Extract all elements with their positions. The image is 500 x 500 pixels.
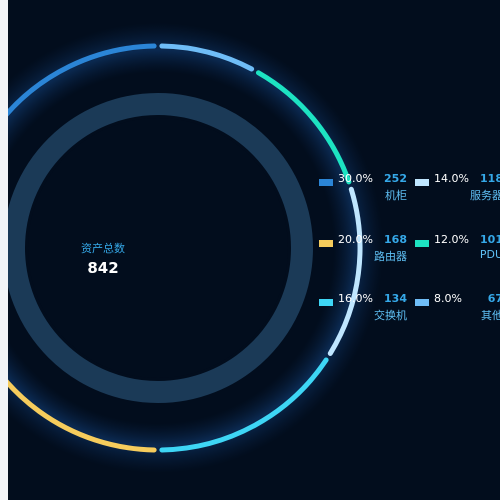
legend-swatch [319, 179, 333, 186]
legend-value: 168 [384, 233, 407, 246]
legend-item-server[interactable]: 14.0% 118 服务器 [415, 172, 500, 212]
donut-hole [28, 118, 288, 378]
legend-percent: 8.0% [434, 292, 462, 305]
ring-segment-服务器[interactable] [327, 186, 363, 356]
ring-segment-路由器[interactable] [0, 314, 157, 453]
center-total: 842 [87, 259, 119, 277]
legend-percent: 16.0% [338, 292, 373, 305]
legend-percent: 30.0% [338, 172, 373, 185]
legend-item-pdu[interactable]: 12.0% 101 PDU [415, 233, 500, 273]
page-edge [0, 0, 8, 500]
ring-segment-机柜[interactable] [0, 43, 157, 307]
legend-value: 252 [384, 172, 407, 185]
ring-segment-PDU[interactable] [255, 70, 352, 185]
inner-ring [3, 93, 313, 403]
legend-percent: 14.0% [434, 172, 469, 185]
legend-swatch [415, 240, 429, 247]
legend-value: 67 [487, 292, 500, 305]
legend-value: 101 [480, 233, 500, 246]
legend-swatch [319, 240, 333, 247]
legend-label: PDU [479, 248, 500, 261]
legend-percent: 20.0% [338, 233, 373, 246]
legend-item-router[interactable]: 20.0% 168 路由器 [319, 233, 409, 273]
legend-item-switch[interactable]: 16.0% 134 交换机 [319, 292, 409, 332]
legend-percent: 12.0% [434, 233, 469, 246]
center-title: 资产总数 [81, 242, 125, 255]
center-summary: 资产总数 842 [53, 240, 153, 277]
legend-value: 118 [480, 172, 500, 185]
ring-segment-交换机[interactable] [159, 357, 329, 453]
ring-segment-其他[interactable] [159, 43, 255, 72]
legend-label: 机柜 [385, 189, 407, 202]
legend-item-other[interactable]: 8.0% 67 其他 [415, 292, 500, 332]
legend-swatch [415, 179, 429, 186]
legend-label: 路由器 [374, 250, 407, 263]
legend-label: 服务器 [470, 189, 500, 202]
legend-item-cabinet[interactable]: 30.0% 252 机柜 [319, 172, 409, 212]
outer-ring-segments [0, 43, 363, 453]
legend-swatch [319, 299, 333, 306]
legend-label: 交换机 [374, 309, 407, 322]
legend-swatch [415, 299, 429, 306]
legend-value: 134 [384, 292, 407, 305]
legend-label: 其他 [481, 309, 500, 322]
